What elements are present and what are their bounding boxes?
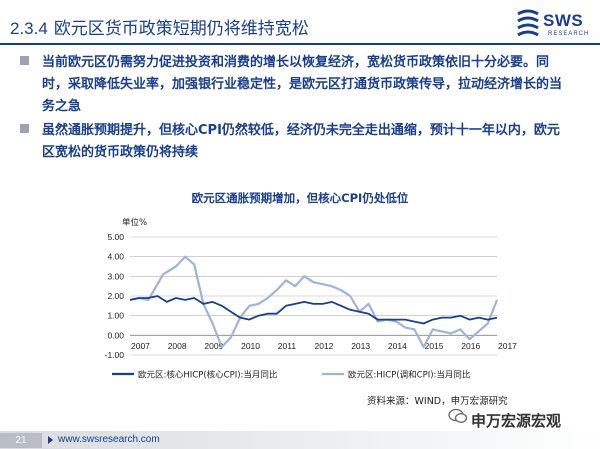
- y-tick-label: 3.00: [107, 271, 124, 281]
- x-tick-label: 2013: [351, 341, 370, 351]
- legend-label-1: 欧元区:核心HICP(核心CPI):当月同比: [138, 370, 277, 381]
- watermark-text: 申万宏源宏观: [471, 412, 562, 430]
- x-tick-label: 2010: [241, 341, 260, 351]
- x-tick-label: 2007: [131, 341, 150, 351]
- bullet-text: 虽然通胀预期提升，但核心CPI仍然较低，经济仍未完全走出通缩，预计十一年以内，欧…: [42, 123, 560, 160]
- source-note: 资料来源：WIND，申万宏源研究: [367, 396, 508, 407]
- y-axis-label: 单位%: [122, 217, 147, 228]
- y-tick-label: -1.00: [105, 350, 125, 360]
- x-tick-label: 2011: [278, 341, 297, 351]
- logo-subtext: RESEARCH: [548, 31, 590, 37]
- y-tick-label: 5.00: [107, 232, 124, 242]
- footer-bar: [0, 431, 600, 449]
- x-tick-label: 2008: [168, 341, 187, 351]
- title-text: 欧元区货币政策短期仍将维持宽松: [53, 19, 309, 39]
- series-line-2: [129, 255, 499, 349]
- arrow-icon: [48, 436, 53, 444]
- page-number: 21: [0, 433, 42, 448]
- x-tick-label: 2015: [425, 341, 444, 351]
- bullet-text: 当前欧元区仍需努力促进投资和消费的增长以恢复经济，宽松货币政策依旧十分必要。同时…: [42, 55, 563, 114]
- bullet-marker: [20, 124, 29, 133]
- x-tick-label: 2012: [315, 341, 334, 351]
- line-chart: 单位% 5.00 4.00 3.00 2.00 1.00 0.00 -1.00 2007 2008…: [105, 217, 518, 381]
- logo-text: SWS: [543, 11, 584, 30]
- legend-label-2: 欧元区:HICP(调和CPI):当月同比: [348, 370, 470, 381]
- chart-title: 欧元区通胀预期增加，但核心CPI仍处低位: [191, 191, 409, 205]
- y-tick-label: 1.00: [107, 311, 124, 321]
- bullet-marker: [20, 56, 29, 65]
- series-line-1: [129, 295, 498, 325]
- y-tick-label: 0.00: [107, 330, 124, 340]
- wechat-icon: [448, 408, 468, 423]
- y-tick-label: 2.00: [107, 291, 124, 301]
- x-tick-label: 2017: [498, 341, 517, 351]
- section-number: 2.3.4: [10, 19, 48, 38]
- header-rule: [0, 43, 600, 45]
- x-tick-label: 2016: [461, 341, 480, 351]
- page-title: 2.3.4 欧元区货币政策短期仍将维持宽松: [10, 14, 309, 39]
- sws-logo: SWS RESEARCH: [514, 8, 598, 48]
- x-tick-label: 2014: [388, 341, 407, 351]
- sws-logo-icon: [517, 9, 539, 37]
- y-tick-label: 4.00: [107, 252, 124, 262]
- x-tick-label: 2009: [204, 341, 223, 351]
- website-link[interactable]: www.swsresearch.com: [58, 434, 160, 445]
